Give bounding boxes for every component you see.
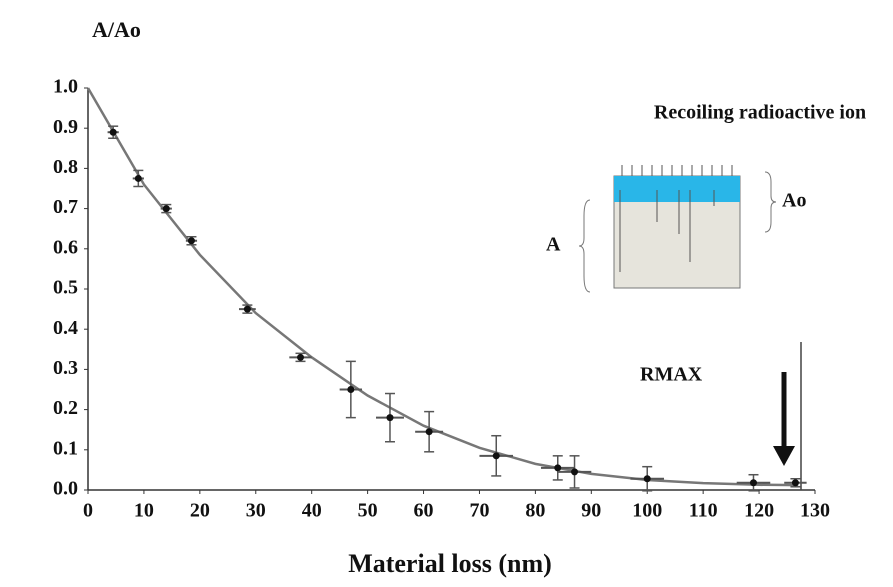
x-tick-label: 50 bbox=[358, 500, 378, 522]
inset-diagram: Recoiling radioactive ion A Ao bbox=[546, 102, 866, 293]
data-point bbox=[749, 479, 757, 487]
y-tick-label: 0.3 bbox=[53, 357, 78, 379]
data-point bbox=[187, 237, 195, 245]
inset-a-label: A bbox=[546, 234, 561, 256]
inset-title: Recoiling radioactive ion bbox=[654, 102, 866, 124]
y-tick-label: 0.6 bbox=[53, 236, 78, 258]
x-tick-label: 130 bbox=[800, 500, 830, 522]
data-point bbox=[162, 205, 170, 213]
data-point bbox=[347, 386, 355, 393]
ion-arrows bbox=[619, 165, 733, 272]
y-tick-label: 0.8 bbox=[53, 156, 78, 178]
rmax-arrowhead bbox=[773, 446, 795, 466]
data-point bbox=[643, 475, 651, 483]
x-tick-label: 70 bbox=[469, 500, 489, 522]
x-tick-label: 80 bbox=[525, 500, 545, 522]
x-tick-label: 10 bbox=[134, 500, 154, 522]
brace-ao bbox=[764, 171, 777, 233]
y-tick-label: 0.1 bbox=[53, 437, 78, 459]
y-tick-label: 0.0 bbox=[53, 478, 78, 500]
inset-ao-label: Ao bbox=[782, 190, 806, 212]
y-tick-label: 1.0 bbox=[53, 76, 78, 98]
y-tick-label: 0.2 bbox=[53, 397, 78, 419]
data-point bbox=[492, 452, 500, 460]
data-point bbox=[243, 305, 251, 313]
y-tick-label: 0.7 bbox=[53, 196, 78, 218]
data-point bbox=[791, 479, 799, 487]
fit-curve bbox=[86, 87, 799, 487]
y-tick-label: 0.9 bbox=[53, 116, 78, 138]
y-tick-label: 0.5 bbox=[53, 277, 78, 299]
x-axis-label: Material loss (nm) bbox=[348, 549, 552, 578]
data-point bbox=[554, 464, 562, 472]
rmax-label: RMAX bbox=[640, 364, 703, 386]
y-axis-label: A/Ao bbox=[92, 17, 141, 42]
x-tick-label: 110 bbox=[689, 500, 718, 522]
data-point bbox=[297, 353, 305, 361]
x-tick-label: 20 bbox=[190, 500, 210, 522]
data-point bbox=[134, 174, 142, 182]
x-tick-label: 120 bbox=[744, 500, 774, 522]
x-tick-label: 30 bbox=[246, 500, 266, 522]
data-point bbox=[425, 428, 433, 436]
x-tick-label: 90 bbox=[581, 500, 601, 522]
data-point bbox=[571, 468, 579, 476]
x-tick-label: 60 bbox=[414, 500, 434, 522]
y-tick-label: 0.4 bbox=[53, 317, 78, 339]
data-point bbox=[109, 128, 117, 136]
x-tick-label: 40 bbox=[302, 500, 322, 522]
implanted-layer bbox=[614, 176, 740, 202]
data-point bbox=[386, 414, 394, 422]
brace-a bbox=[578, 199, 591, 293]
x-tick-label: 0 bbox=[83, 500, 93, 522]
x-tick-label: 100 bbox=[632, 500, 662, 522]
